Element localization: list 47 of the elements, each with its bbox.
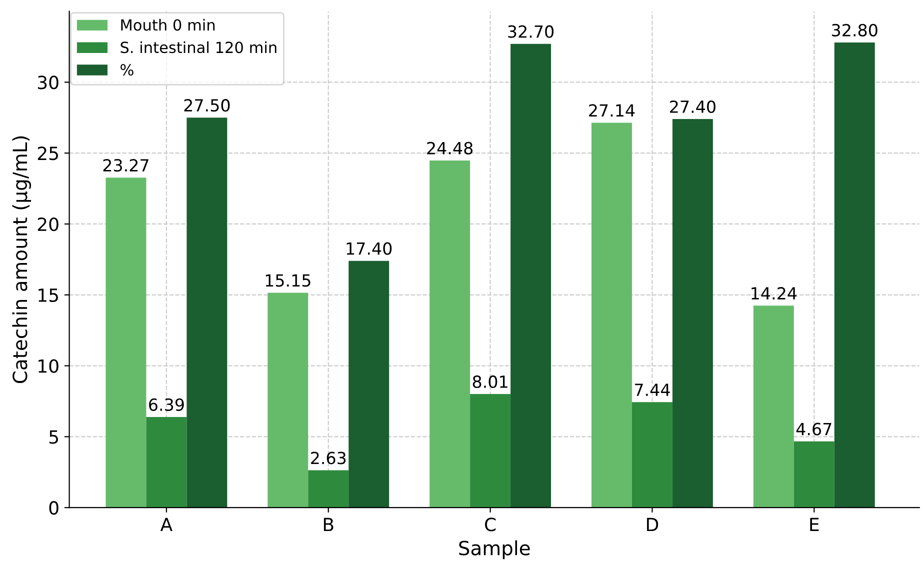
- x-axis-title: Sample: [459, 540, 530, 560]
- data-label: 7.44: [635, 384, 670, 396]
- data-label: 15.15: [266, 274, 310, 287]
- y-tick-label: 0: [49, 501, 58, 515]
- bar: [510, 44, 552, 508]
- y-tick-label: 20: [38, 217, 58, 232]
- data-label: 2.63: [311, 452, 346, 464]
- bar: [106, 178, 146, 508]
- data-label: 32.80: [832, 24, 878, 36]
- bar: [268, 292, 308, 508]
- bar: [146, 416, 187, 508]
- data-label: 17.40: [346, 242, 392, 255]
- y-tick-label: 25: [38, 146, 58, 160]
- data-label: 32.70: [508, 25, 554, 38]
- bar: [632, 402, 672, 508]
- bar: [672, 119, 713, 508]
- x-tick-label: B: [324, 518, 334, 532]
- y-tick-label: 5: [49, 430, 58, 444]
- data-label: 6.39: [149, 398, 184, 411]
- y-axis-title: Catechin amount (µg/mL): [12, 136, 32, 384]
- data-label: 27.14: [589, 104, 635, 116]
- bar: [794, 441, 834, 508]
- x-tick-label: E: [810, 518, 819, 532]
- y-tick-label: 15: [38, 288, 58, 302]
- bar: [470, 394, 511, 508]
- bar: [753, 306, 794, 508]
- bar: [186, 118, 228, 508]
- legend-label: Mouth 0 min: [121, 18, 215, 31]
- bar: [834, 42, 875, 508]
- data-label: 14.24: [752, 287, 797, 300]
- bar: [348, 260, 390, 508]
- data-label: 4.67: [796, 422, 832, 436]
- bar: [430, 160, 470, 508]
- y-tick-label: 10: [38, 359, 58, 373]
- bar: [591, 122, 632, 508]
- bar: [308, 470, 349, 508]
- legend-label: S. intestinal 120 min: [120, 41, 276, 54]
- x-tick-label: A: [160, 518, 172, 532]
- x-tick-label: D: [647, 518, 658, 532]
- data-label: 23.27: [103, 159, 148, 172]
- data-label: 8.01: [472, 375, 508, 388]
- data-label: 24.48: [427, 142, 473, 154]
- x-tick-label: C: [485, 518, 496, 532]
- data-label: 27.40: [670, 100, 716, 114]
- y-tick-label: 30: [38, 76, 58, 90]
- legend-label: %: [120, 64, 134, 76]
- data-label: 27.50: [184, 99, 230, 112]
